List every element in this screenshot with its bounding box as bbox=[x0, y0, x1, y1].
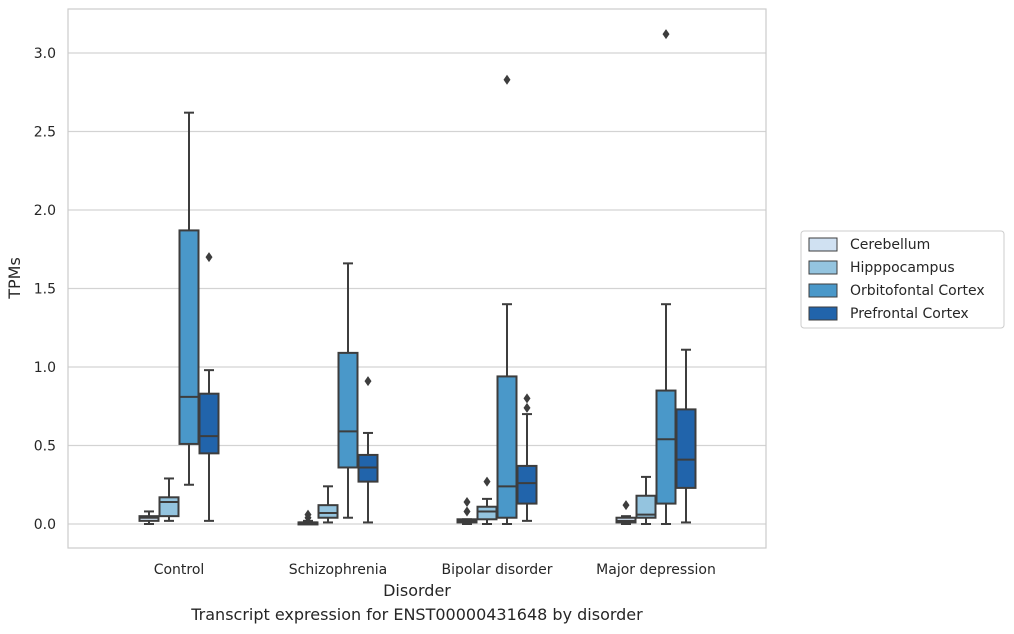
iqr-box bbox=[516, 464, 538, 505]
iqr-box bbox=[655, 389, 677, 505]
x-tick-label: Major depression bbox=[596, 562, 716, 578]
box-cerebellum bbox=[456, 497, 478, 525]
legend-swatch bbox=[808, 283, 838, 298]
outlier-marker bbox=[523, 393, 531, 404]
iqr-box bbox=[198, 392, 220, 455]
x-axis: Control Schizophrenia Bipolar disorder Majo… bbox=[154, 562, 716, 578]
box-orbitofontal-cortex bbox=[496, 74, 518, 525]
legend-swatch bbox=[808, 260, 838, 275]
legend: Cerebellum Hipppocampus Orbitofontal Corte… bbox=[800, 230, 1005, 329]
iqr-box bbox=[496, 375, 518, 519]
iqr-box bbox=[675, 408, 697, 489]
x-tick-label: Schizophrenia bbox=[289, 562, 387, 578]
outlier-marker bbox=[662, 29, 670, 40]
legend-frame bbox=[800, 230, 1005, 329]
y-axis: 0.0 0.5 1.0 1.5 2.0 2.5 3.0 bbox=[34, 46, 56, 533]
legend-swatch bbox=[808, 306, 838, 321]
outlier-marker bbox=[364, 376, 372, 387]
y-tick-label: 1.0 bbox=[34, 360, 56, 376]
figure-caption: Transcript expression for ENST0000043164… bbox=[191, 605, 643, 624]
box-orbitofontal-cortex bbox=[337, 262, 359, 519]
y-tick-label: 1.5 bbox=[34, 282, 56, 298]
legend-label: Hipppocampus bbox=[850, 260, 955, 276]
y-tick-label: 2.0 bbox=[34, 203, 56, 219]
outlier-marker bbox=[205, 252, 213, 263]
y-tick-label: 0.0 bbox=[34, 517, 56, 533]
legend-label: Cerebellum bbox=[850, 237, 930, 253]
x-axis-label: Disorder bbox=[383, 581, 451, 600]
plot-frame bbox=[67, 8, 767, 549]
box-prefrontal-cortex bbox=[675, 348, 697, 524]
box-hipppocampus bbox=[158, 477, 180, 522]
x-tick-label: Bipolar disorder bbox=[441, 562, 552, 578]
outlier-marker bbox=[483, 476, 491, 487]
outlier-marker bbox=[622, 500, 630, 511]
outlier-marker bbox=[304, 509, 312, 520]
iqr-box bbox=[178, 229, 200, 445]
box-hipppocampus bbox=[635, 475, 657, 525]
box-prefrontal-cortex bbox=[357, 376, 379, 524]
outlier-marker bbox=[503, 74, 511, 85]
box-cerebellum bbox=[615, 500, 637, 525]
legend-label: Orbitofontal Cortex bbox=[850, 283, 985, 299]
box-orbitofontal-cortex bbox=[178, 111, 200, 486]
iqr-box bbox=[337, 351, 359, 469]
box-prefrontal-cortex bbox=[198, 252, 220, 522]
box-hipppocampus bbox=[476, 476, 498, 525]
y-tick-label: 3.0 bbox=[34, 46, 56, 62]
box-cerebellum bbox=[138, 510, 160, 525]
outlier-marker bbox=[523, 402, 531, 413]
outlier-marker bbox=[463, 506, 471, 517]
y-tick-label: 0.5 bbox=[34, 439, 56, 455]
box-hipppocampus bbox=[317, 485, 339, 524]
box-prefrontal-cortex bbox=[516, 393, 538, 522]
outlier-marker bbox=[463, 497, 471, 508]
iqr-box bbox=[317, 504, 339, 519]
y-axis-label: TPMs bbox=[5, 257, 24, 300]
y-tick-label: 2.5 bbox=[34, 125, 56, 141]
x-tick-label: Control bbox=[154, 562, 205, 578]
iqr-box bbox=[476, 505, 498, 521]
legend-swatch bbox=[808, 237, 838, 252]
legend-label: Prefrontal Cortex bbox=[850, 306, 969, 322]
box-cerebellum bbox=[297, 509, 319, 526]
box-series bbox=[138, 29, 697, 526]
box-orbitofontal-cortex bbox=[655, 29, 677, 525]
iqr-box bbox=[635, 494, 657, 519]
iqr-box bbox=[158, 496, 180, 518]
